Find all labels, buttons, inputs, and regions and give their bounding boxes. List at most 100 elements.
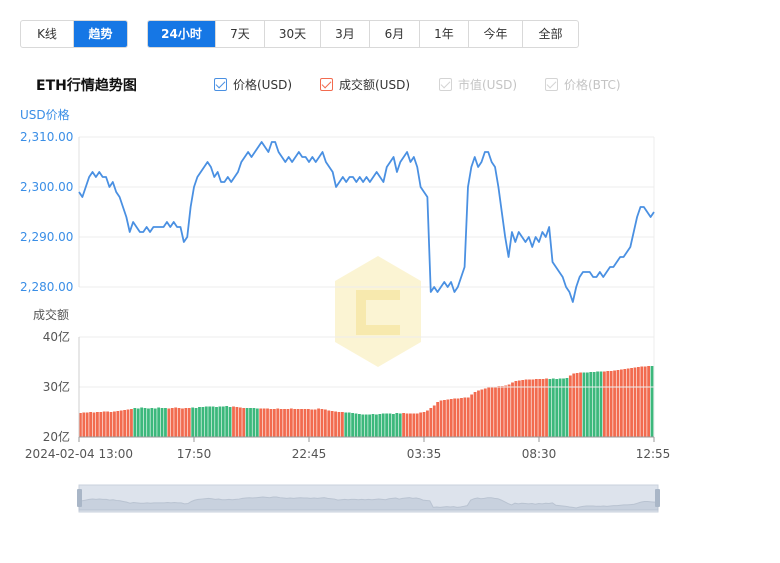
volume-bar: [123, 410, 127, 437]
volume-bar: [534, 379, 538, 437]
volume-bar: [371, 414, 375, 437]
volume-bar: [589, 372, 593, 437]
legend-volume-usd[interactable]: 成交额(USD): [320, 76, 410, 93]
tab-range-ytd[interactable]: 今年: [469, 21, 523, 47]
volume-bar: [432, 405, 436, 437]
volume-bar: [347, 412, 351, 437]
volume-bar: [477, 390, 480, 437]
volume-bar: [422, 412, 426, 437]
data-zoom-slider[interactable]: [77, 484, 660, 513]
price-series-line: [78, 141, 655, 303]
tab-trend[interactable]: 趋势: [74, 21, 127, 47]
volume-bar: [616, 370, 620, 437]
range-tab-group: 24小时 7天 30天 3月 6月 1年 今年 全部: [147, 20, 579, 48]
volume-bar: [249, 408, 252, 437]
volume-bar: [429, 408, 433, 437]
volume-bar: [334, 411, 337, 437]
tab-range-all[interactable]: 全部: [538, 27, 563, 41]
volume-bar: [558, 378, 562, 437]
volume-bar: [204, 406, 208, 437]
volume-bar: [252, 408, 256, 437]
legend-label: 价格(USD): [233, 78, 293, 92]
volume-bar: [293, 409, 297, 437]
volume-bar: [269, 409, 273, 437]
volume-bar: [208, 406, 212, 437]
volume-bar: [242, 408, 246, 437]
volume-bar: [310, 409, 314, 437]
volume-bar: [606, 371, 610, 437]
legend-price-usd[interactable]: 价格(USD): [214, 76, 292, 93]
volume-bar: [402, 413, 406, 437]
volume-bar: [174, 407, 178, 437]
volume-bar: [531, 379, 535, 437]
tab-range-3m[interactable]: 3月: [321, 21, 370, 47]
zoom-handle-right[interactable]: [655, 489, 660, 507]
tab-range-24h[interactable]: 24小时: [148, 21, 216, 47]
volume-bar: [636, 367, 640, 437]
volume-bar: [436, 402, 440, 437]
volume-bar: [150, 408, 154, 437]
legend-label: 价格(BTC): [564, 78, 621, 92]
volume-bar: [562, 378, 565, 437]
zoom-handle-left[interactable]: [77, 489, 82, 507]
volume-bar: [426, 410, 429, 437]
volume-bar: [415, 413, 419, 437]
volume-bar: [201, 407, 205, 437]
volume-tick-label: 40亿: [43, 329, 70, 344]
volume-bar: [259, 408, 263, 437]
tab-range-1y[interactable]: 1年: [420, 21, 469, 47]
volume-bar: [585, 372, 589, 437]
volume-bar: [456, 398, 460, 437]
volume-bar: [133, 408, 137, 437]
volume-bar: [507, 384, 511, 437]
volume-bar: [538, 379, 542, 437]
volume-bar: [296, 409, 300, 437]
volume-bar: [528, 379, 531, 437]
volume-bar: [480, 389, 484, 437]
volume-bar: [388, 413, 392, 437]
volume-bar: [568, 375, 572, 437]
volume-bar: [211, 406, 215, 437]
volume-bar: [405, 413, 409, 437]
volume-bar: [419, 412, 423, 437]
tab-range-7d[interactable]: 7天: [216, 21, 265, 47]
volume-bar: [385, 413, 389, 437]
legend-price-btc[interactable]: 价格(BTC): [545, 76, 621, 93]
volume-bar: [160, 408, 164, 437]
volume-bar: [184, 408, 188, 437]
volume-tick-label: 20亿: [43, 429, 70, 444]
checkbox-checked-icon: [214, 78, 227, 91]
volume-bar: [541, 379, 545, 437]
price-tick-label: 2,300.00: [20, 180, 73, 194]
x-tick-label: 12:55: [636, 447, 671, 461]
volume-bars: [79, 366, 654, 437]
volume-bar: [187, 408, 191, 437]
volume-bar: [303, 409, 307, 437]
volume-bar: [337, 412, 341, 437]
watermark-logo-icon: [335, 256, 421, 367]
volume-bar: [375, 414, 378, 437]
volume-bar: [330, 411, 334, 437]
volume-bar: [514, 381, 518, 437]
tab-kline[interactable]: K线: [21, 21, 74, 47]
volume-bar: [647, 366, 650, 437]
volume-bar: [245, 408, 249, 437]
volume-bar: [378, 414, 382, 437]
x-axis: 2024-02-04 13:00 17:50 22:45 03:35 08:30 12:5…: [25, 436, 671, 461]
volume-bar: [232, 406, 235, 437]
price-tick-label: 2,290.00: [20, 230, 73, 244]
volume-bar: [283, 409, 286, 437]
volume-bar: [218, 406, 222, 437]
volume-bar: [490, 387, 494, 437]
volume-bar: [596, 371, 599, 437]
volume-bar: [221, 406, 225, 437]
volume-bar: [102, 411, 106, 437]
tab-range-6m[interactable]: 6月: [370, 21, 420, 47]
volume-bar: [500, 386, 504, 437]
volume-bar: [82, 412, 86, 437]
volume-bar: [317, 408, 320, 437]
volume-bar: [545, 378, 548, 437]
tab-range-30d[interactable]: 30天: [265, 21, 321, 47]
volume-bar: [279, 409, 283, 437]
legend-marketcap-usd[interactable]: 市值(USD): [439, 76, 517, 93]
